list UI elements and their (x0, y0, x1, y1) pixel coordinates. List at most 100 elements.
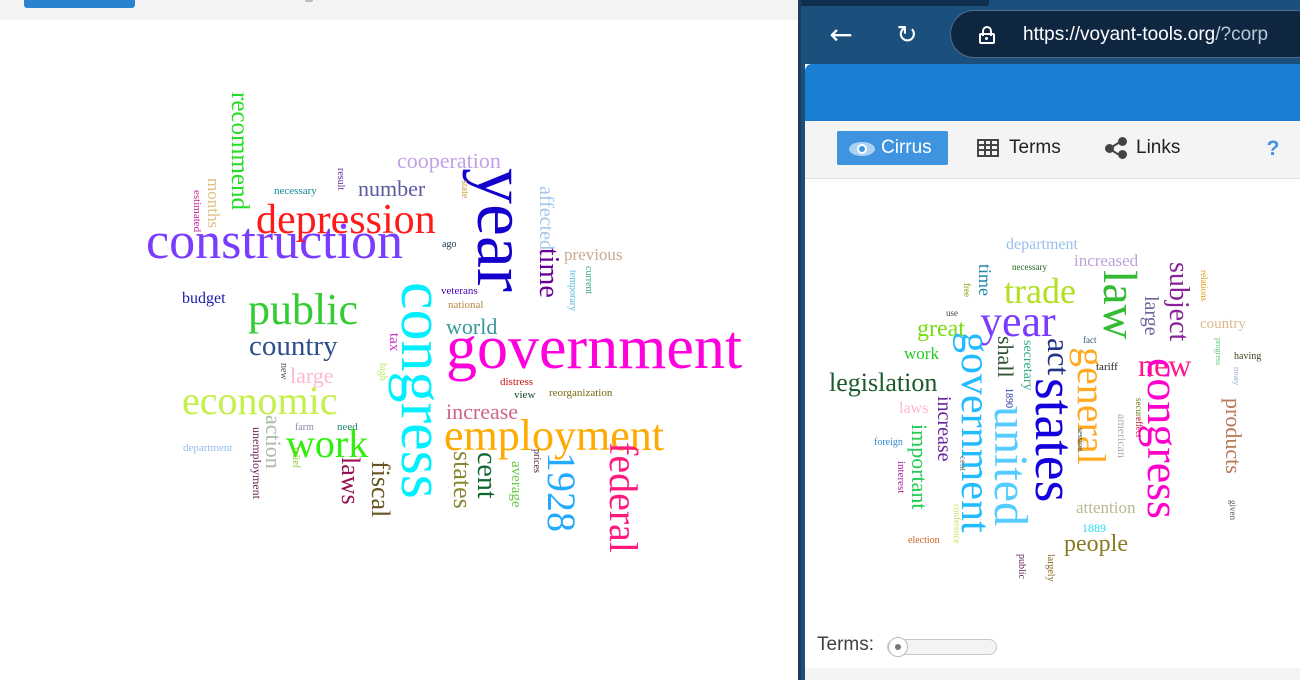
cloud-word-year[interactable]: year (980, 297, 1056, 346)
cloud-word-1889[interactable]: 1889 (1082, 521, 1106, 535)
cloud-word-new[interactable]: new (278, 363, 289, 380)
url-field[interactable]: https://voyant-tools.org/?corp (950, 10, 1300, 58)
cloud-word-construction[interactable]: construction (146, 213, 403, 270)
cloud-word-fact[interactable]: fact (1083, 335, 1097, 345)
cloud-word-states[interactable]: states (1023, 378, 1085, 502)
cloud-word-legislation[interactable]: legislation (829, 368, 937, 397)
cloud-word-interest[interactable]: interest (895, 461, 907, 493)
cloud-word-public[interactable]: public (1016, 554, 1027, 580)
cloud-word-act[interactable]: act (1041, 338, 1077, 375)
cloud-word-high[interactable]: high (377, 363, 388, 381)
cloud-word-need[interactable]: need (337, 421, 358, 433)
cloud-word-foreign[interactable]: foreign (874, 437, 903, 448)
reload-icon[interactable]: ↻ (896, 20, 918, 49)
cloud-word-world[interactable]: world (446, 314, 497, 339)
cloud-word-secretary[interactable]: secretary (1020, 340, 1035, 391)
tab-terms[interactable]: Terms (975, 131, 1085, 165)
left-toolbar-button[interactable] (24, 0, 135, 8)
cloud-word-country[interactable]: country (1200, 316, 1246, 332)
cloud-word-great[interactable]: great (917, 316, 965, 342)
cloud-word-1928[interactable]: 1928 (539, 452, 584, 532)
cloud-word-previous[interactable]: previous (564, 245, 623, 264)
cloud-word-ago[interactable]: ago (442, 239, 456, 250)
cloud-word-people[interactable]: people (1064, 531, 1128, 557)
cloud-word-farm[interactable]: farm (295, 422, 314, 433)
cloud-word-congress[interactable]: congress (1138, 358, 1189, 519)
cloud-word-largely[interactable]: largely (1045, 554, 1056, 582)
cloud-word-secure[interactable]: secure (1134, 398, 1144, 421)
cloud-word-result[interactable]: result (335, 168, 346, 190)
cloud-word-employment[interactable]: employment (444, 411, 664, 460)
cloud-word-election[interactable]: election (908, 535, 940, 546)
cloud-word-national[interactable]: national (448, 299, 483, 311)
tab-links[interactable]: Links (1103, 131, 1203, 165)
cloud-word-action[interactable]: action (261, 415, 286, 469)
cloud-word-current[interactable]: current (583, 266, 594, 295)
cloud-word-american[interactable]: american (1115, 414, 1129, 458)
cloud-word-recommend[interactable]: recommend (226, 92, 253, 211)
cloud-word-free[interactable]: free (962, 283, 972, 297)
terms-slider-thumb[interactable] (888, 637, 908, 657)
cloud-word-products[interactable]: products (1221, 398, 1246, 474)
cloud-word-work[interactable]: work (904, 344, 939, 363)
cloud-word-government[interactable]: government (952, 332, 998, 533)
url-text[interactable]: https://voyant-tools.org/?corp (1023, 24, 1268, 46)
lock-icon[interactable] (979, 26, 995, 44)
cloud-word-year[interactable]: year (462, 168, 542, 292)
cloud-word-budget[interactable]: budget (182, 290, 226, 307)
cloud-word-relations[interactable]: relations (1199, 270, 1209, 301)
cloud-word-reorganization[interactable]: reorganization (549, 387, 613, 399)
cloud-word-large[interactable]: large (290, 363, 334, 388)
cloud-word-economic[interactable]: economic (182, 378, 338, 423)
cloud-word-necessary[interactable]: necessary (274, 185, 317, 197)
cloud-word-work[interactable]: work (286, 421, 368, 466)
cloud-word-relief[interactable]: relief (290, 447, 301, 469)
cloud-word-average[interactable]: average (508, 461, 524, 508)
cloud-word-congress[interactable]: congress (388, 282, 456, 499)
cloud-word-distress[interactable]: distress (500, 376, 533, 388)
cloud-word-tariff[interactable]: tariff (1096, 361, 1118, 373)
cloud-word-temporary[interactable]: temporary (567, 270, 578, 311)
cloud-word-increase[interactable]: increase (446, 399, 518, 424)
terms-slider[interactable] (887, 637, 997, 657)
cloud-word-use[interactable]: use (946, 308, 958, 318)
cloud-word-general[interactable]: general (1069, 347, 1114, 465)
cloud-word-law[interactable]: law (1093, 270, 1146, 340)
browser-tab[interactable] (801, 0, 989, 6)
tab-cirrus[interactable]: Cirrus (837, 131, 948, 165)
cloud-word-public[interactable]: public (248, 285, 358, 334)
cloud-word-number[interactable]: number (358, 176, 426, 201)
cloud-word-state[interactable]: state (459, 180, 470, 199)
cloud-word-department[interactable]: department (183, 442, 232, 454)
cloud-word-increase[interactable]: increase (933, 396, 955, 462)
cloud-word-important[interactable]: important (907, 424, 932, 510)
cloud-word-estimated[interactable]: estimated (191, 190, 203, 233)
cloud-word-effect[interactable]: effect (1134, 417, 1144, 438)
cloud-word-new[interactable]: new (1138, 347, 1191, 383)
cloud-word-department[interactable]: department (1006, 236, 1079, 253)
cloud-word-attention[interactable]: attention (1076, 498, 1136, 517)
cloud-word-states[interactable]: states (448, 451, 477, 509)
cloud-word-unemployment[interactable]: unemployment (250, 427, 264, 500)
cloud-word-subject[interactable]: subject (1163, 262, 1194, 342)
cloud-word-shall[interactable]: shall (993, 336, 1018, 378)
cloud-word-laws[interactable]: laws (899, 400, 928, 417)
cloud-word-depression[interactable]: depression (256, 197, 436, 243)
cloud-word-trade[interactable]: trade (1004, 271, 1076, 311)
cloud-word-large[interactable]: large (1140, 296, 1162, 336)
cloud-word-laws[interactable]: laws (336, 457, 365, 505)
cloud-word-conference[interactable]: conference (952, 504, 962, 543)
cloud-word-country[interactable]: country (249, 330, 338, 362)
cloud-word-months[interactable]: months (204, 178, 223, 228)
cloud-word-affected[interactable]: affected (535, 186, 557, 250)
cloud-word-treaty[interactable]: treaty (1232, 367, 1241, 385)
cloud-word-view[interactable]: view (514, 389, 535, 401)
cloud-word-progress[interactable]: progress (1214, 338, 1223, 365)
cloud-word-tax[interactable]: tax (386, 333, 402, 352)
cloud-word-cent[interactable]: cent (958, 456, 968, 471)
cloud-word-veterans[interactable]: veterans (441, 285, 478, 297)
cloud-word-time[interactable]: time (975, 264, 995, 296)
cloud-word-cooperation[interactable]: cooperation (397, 148, 501, 173)
cloud-word-united[interactable]: united (984, 406, 1037, 526)
cloud-word-fiscal[interactable]: fiscal (366, 461, 395, 517)
